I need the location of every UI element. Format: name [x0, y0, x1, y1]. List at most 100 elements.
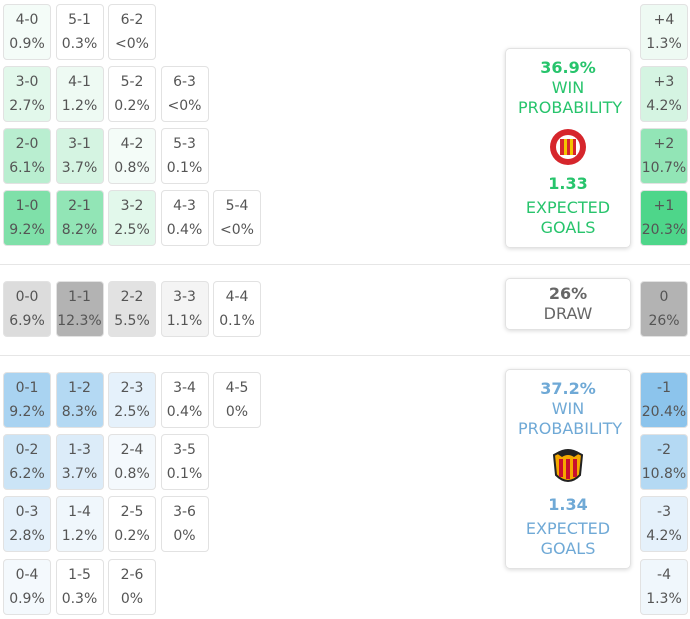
- score-cell: 2-1 8.2%: [55, 190, 104, 246]
- probability: 2.5%: [114, 404, 150, 420]
- score: +3: [653, 74, 675, 90]
- score-cell: 4-0 0.9%: [3, 4, 51, 60]
- probability: 1.3%: [646, 591, 682, 607]
- score: 1-4: [68, 504, 91, 520]
- probability: 0.9%: [9, 36, 45, 52]
- score-cell: 4-5 0%: [213, 372, 261, 428]
- away-win-pct: 37.2%: [540, 379, 596, 398]
- probability: 1.2%: [61, 98, 98, 114]
- score-cell: 3-4 0.4%: [160, 372, 209, 428]
- score: 1-1: [68, 289, 91, 305]
- score: -1: [657, 380, 671, 396]
- score: 5-2: [120, 74, 144, 90]
- separator: [0, 264, 690, 265]
- score: 4-2: [120, 136, 144, 152]
- probability: 0.2%: [114, 528, 150, 544]
- score-cell: 0-4 0.9%: [3, 559, 51, 615]
- score-cell: +4 1.3%: [640, 4, 688, 60]
- score: 5-3: [173, 136, 196, 152]
- score: 1-5: [68, 567, 91, 583]
- score-cell: 0 26%: [640, 281, 688, 337]
- home-xg: 1.33: [548, 174, 588, 193]
- score: 4-4: [225, 289, 249, 305]
- score: 0: [659, 289, 669, 305]
- score: 2-1: [68, 198, 91, 214]
- away-xg-label: EXPECTED GOALS: [525, 519, 611, 558]
- score-cell: 3-3 1.1%: [160, 281, 209, 337]
- probability: 0.8%: [114, 466, 150, 482]
- score: 3-4: [173, 380, 196, 396]
- score-cell: 3-6 0%: [160, 496, 209, 552]
- score-cell: 5-2 0.2%: [108, 66, 156, 122]
- probability: 2.7%: [9, 98, 45, 114]
- probability: 10.8%: [641, 466, 687, 482]
- score: 3-0: [15, 74, 39, 90]
- probability: 0.1%: [166, 160, 203, 176]
- score-cell: 0-1 9.2%: [3, 372, 51, 428]
- probability: 3.7%: [61, 466, 98, 482]
- score: +2: [653, 136, 675, 152]
- draw-pct: 26%: [548, 284, 588, 303]
- probability: 0.3%: [61, 36, 98, 52]
- probability: 26%: [648, 313, 680, 329]
- score: 0-1: [15, 380, 39, 396]
- probability: 2.5%: [114, 222, 150, 238]
- score: 0-2: [15, 442, 39, 458]
- score: +4: [653, 12, 675, 28]
- score-cell: +1 20.3%: [640, 190, 688, 246]
- score: 3-1: [68, 136, 91, 152]
- probability: 0%: [120, 591, 144, 607]
- probability: 20.3%: [641, 222, 687, 238]
- score-cell: 3-0 2.7%: [3, 66, 51, 122]
- score-cell: 1-3 3.7%: [55, 434, 104, 490]
- score: 2-2: [120, 289, 144, 305]
- draw-summary: 26% DRAW: [505, 278, 631, 330]
- score-cell: 5-1 0.3%: [55, 4, 104, 60]
- home-win-pct: 36.9%: [540, 58, 596, 77]
- score-cell: 1-5 0.3%: [55, 559, 104, 615]
- probability: 2.8%: [9, 528, 45, 544]
- score-cell: 3-1 3.7%: [55, 128, 104, 184]
- score-cell: 2-0 6.1%: [3, 128, 51, 184]
- score: 0-0: [15, 289, 39, 305]
- score: 3-3: [173, 289, 196, 305]
- score-cell: -3 4.2%: [640, 496, 688, 552]
- probability: 6.1%: [9, 160, 45, 176]
- home-summary: 36.9% WIN PROBABILITY 1.33 EXPECTED GOAL…: [505, 48, 631, 248]
- home-xg-label: EXPECTED GOALS: [525, 198, 611, 237]
- probability: 1.1%: [166, 313, 203, 329]
- home-crest: [550, 129, 586, 165]
- probability: 6.2%: [9, 466, 45, 482]
- score-cell: 2-6 0%: [108, 559, 156, 615]
- probability: <0%: [167, 98, 202, 114]
- home-win-label: WIN PROBABILITY: [518, 78, 623, 117]
- score: 1-3: [68, 442, 91, 458]
- probability: 10.7%: [641, 160, 687, 176]
- score-cell: 0-2 6.2%: [3, 434, 51, 490]
- score: 4-3: [173, 198, 196, 214]
- score: +1: [653, 198, 675, 214]
- score: 1-2: [68, 380, 91, 396]
- score-cell: +2 10.7%: [640, 128, 688, 184]
- score-cell: 0-0 6.9%: [3, 281, 51, 337]
- score-cell: -4 1.3%: [640, 559, 688, 615]
- score-cell: -2 10.8%: [640, 434, 688, 490]
- score-cell: 5-3 0.1%: [160, 128, 209, 184]
- score: -2: [657, 442, 671, 458]
- score: 2-0: [15, 136, 39, 152]
- probability: 0.3%: [61, 591, 98, 607]
- probability: 0.4%: [166, 404, 203, 420]
- probability: 9.2%: [9, 222, 45, 238]
- score: 2-3: [120, 380, 144, 396]
- probability: 0.1%: [166, 466, 203, 482]
- score: 6-3: [173, 74, 196, 90]
- score: 4-1: [68, 74, 91, 90]
- score-cell: 4-4 0.1%: [213, 281, 261, 337]
- separator: [0, 355, 690, 356]
- score-cell: 2-3 2.5%: [108, 372, 156, 428]
- probability: 9.2%: [9, 404, 45, 420]
- probability: 1.2%: [61, 528, 98, 544]
- probability: 4.2%: [646, 528, 682, 544]
- draw-label: DRAW: [543, 304, 593, 323]
